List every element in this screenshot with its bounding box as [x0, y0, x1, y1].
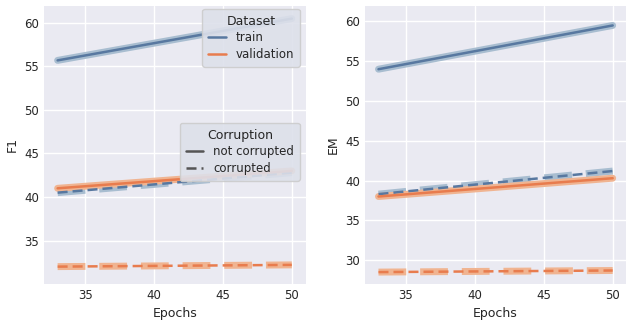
Y-axis label: F1: F1 [6, 137, 18, 152]
Y-axis label: EM: EM [326, 136, 339, 154]
X-axis label: Epochs: Epochs [473, 307, 518, 320]
Legend: not corrupted, corrupted: not corrupted, corrupted [180, 123, 300, 181]
X-axis label: Epochs: Epochs [152, 307, 197, 320]
